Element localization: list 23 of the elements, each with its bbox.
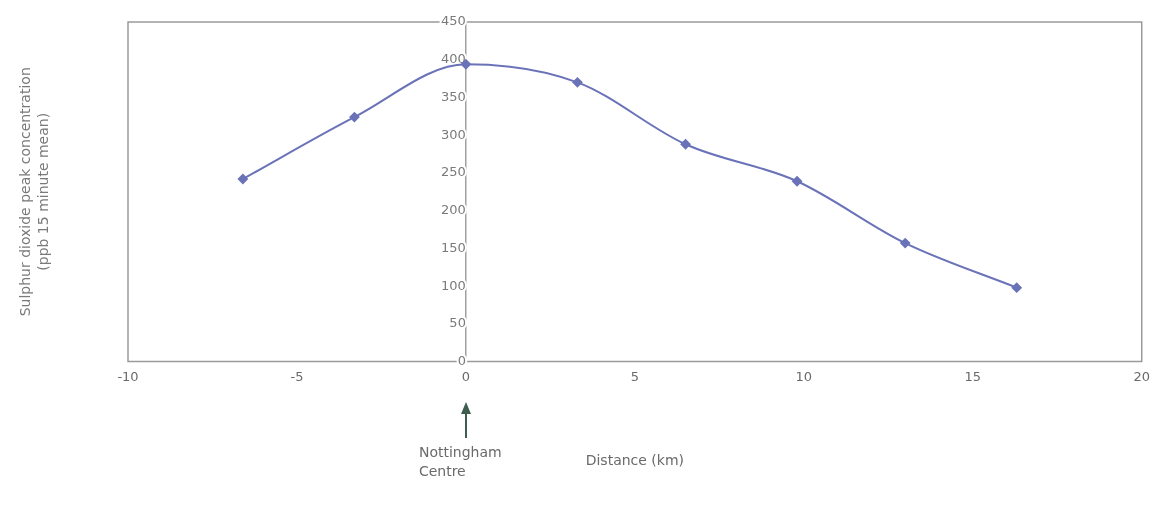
point — [1011, 282, 1022, 293]
point — [680, 139, 691, 150]
point — [349, 112, 360, 123]
y-tick-label: 400 — [441, 51, 466, 67]
y-axis-title: Sulphur dioxide peak concentration (ppb 15 minute mean) — [17, 67, 51, 317]
y-tick-label: 350 — [441, 88, 466, 104]
x-tick-label: 20 — [1133, 368, 1150, 384]
point — [900, 238, 911, 249]
point — [237, 173, 248, 184]
point — [792, 176, 803, 187]
y-tick-label: 100 — [441, 277, 466, 293]
point — [572, 77, 583, 88]
text: Nottingham Centre — [418, 443, 502, 479]
x-axis-title: Distance (km) — [585, 452, 685, 469]
y-tick-label: 300 — [441, 126, 466, 142]
y-tick-label: 200 — [441, 202, 466, 218]
x-tick-label: 5 — [630, 368, 640, 384]
y-tick-label: 250 — [441, 164, 466, 180]
x-tick-label: -10 — [117, 368, 139, 384]
x-tick-label: 15 — [964, 368, 982, 384]
y-tick-label: 150 — [441, 239, 466, 255]
x-tick-label: -5 — [290, 368, 304, 384]
x-tick-label: 10 — [795, 368, 813, 384]
